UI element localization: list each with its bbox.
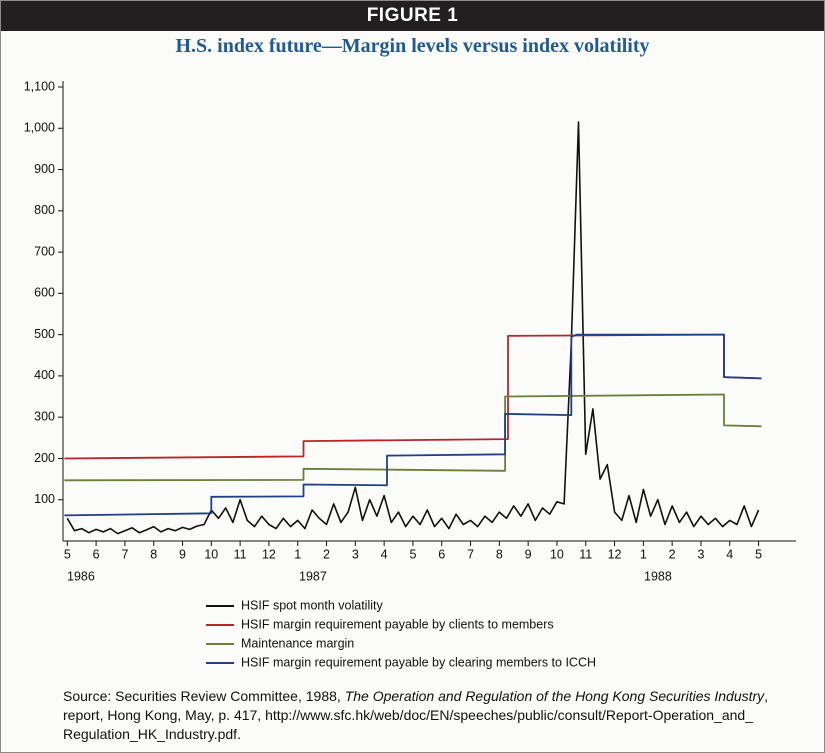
source-note: Source: Securities Review Committee, 198… [63, 687, 793, 744]
source-suffix: , report, Hong Kong, May, p. 417, http:/… [63, 688, 769, 742]
x-tick-label: 2 [323, 547, 330, 561]
source-title: The Operation and Regulation of the Hong… [344, 688, 765, 704]
source-prefix: Source: Securities Review Committee, 198… [63, 688, 345, 704]
y-tick-label: 400 [34, 368, 55, 382]
x-tick-label: 5 [755, 547, 762, 561]
year-label: 1987 [299, 569, 327, 583]
series-line [64, 333, 762, 460]
x-tick-label: 12 [262, 547, 276, 561]
legend-label: Maintenance margin [241, 636, 354, 650]
y-tick-label: 500 [34, 327, 55, 341]
x-tick-label: 6 [438, 547, 445, 561]
x-tick-label: 1 [640, 547, 647, 561]
legend-label: HSIF margin requirement payable by clien… [241, 617, 554, 631]
x-tick-label: 2 [669, 547, 676, 561]
legend-label: HSIF margin requirement payable by clear… [241, 655, 596, 669]
y-tick-label: 800 [34, 203, 55, 217]
series-line [66, 121, 760, 535]
x-tick-label: 12 [608, 547, 622, 561]
y-tick-label: 200 [34, 451, 55, 465]
x-tick-label: 1 [294, 547, 301, 561]
y-tick-label: 900 [34, 162, 55, 176]
x-tick-label: 6 [93, 547, 100, 561]
y-tick-label: 1,100 [24, 79, 55, 93]
x-tick-label: 9 [179, 547, 186, 561]
x-tick-label: 11 [234, 547, 247, 561]
figure-header: FIGURE 1 [1, 1, 824, 31]
x-tick-label: 8 [496, 547, 503, 561]
series-line [64, 333, 762, 517]
x-tick-label: 3 [352, 547, 359, 561]
x-tick-label: 8 [150, 547, 157, 561]
y-tick-label: 600 [34, 286, 55, 300]
y-tick-label: 700 [34, 244, 55, 258]
year-label: 1986 [67, 569, 95, 583]
chart: 100 200 300 400 500 600 700 800 900 1,000 1,100 5 6 7… [24, 79, 796, 669]
chart-title: H.S. index future—Margin levels versus i… [175, 35, 650, 57]
x-tick-label: 10 [204, 547, 218, 561]
legend-label: HSIF spot month volatility [241, 598, 383, 612]
x-tick-label: 5 [409, 547, 416, 561]
x-tick-label: 10 [550, 547, 564, 561]
x-tick-label: 11 [579, 547, 592, 561]
x-tick-label: 4 [726, 547, 733, 561]
x-tick-label: 7 [467, 547, 474, 561]
x-tick-label: 5 [64, 547, 71, 561]
y-tick-label: 100 [34, 492, 55, 506]
y-tick-label: 300 [34, 409, 55, 423]
series-line [64, 393, 762, 482]
x-tick-label: 7 [121, 547, 128, 561]
x-tick-label: 4 [381, 547, 388, 561]
year-label: 1988 [644, 569, 672, 583]
y-tick-label: 1,000 [24, 121, 55, 135]
x-tick-label: 3 [697, 547, 704, 561]
x-tick-label: 9 [525, 547, 532, 561]
